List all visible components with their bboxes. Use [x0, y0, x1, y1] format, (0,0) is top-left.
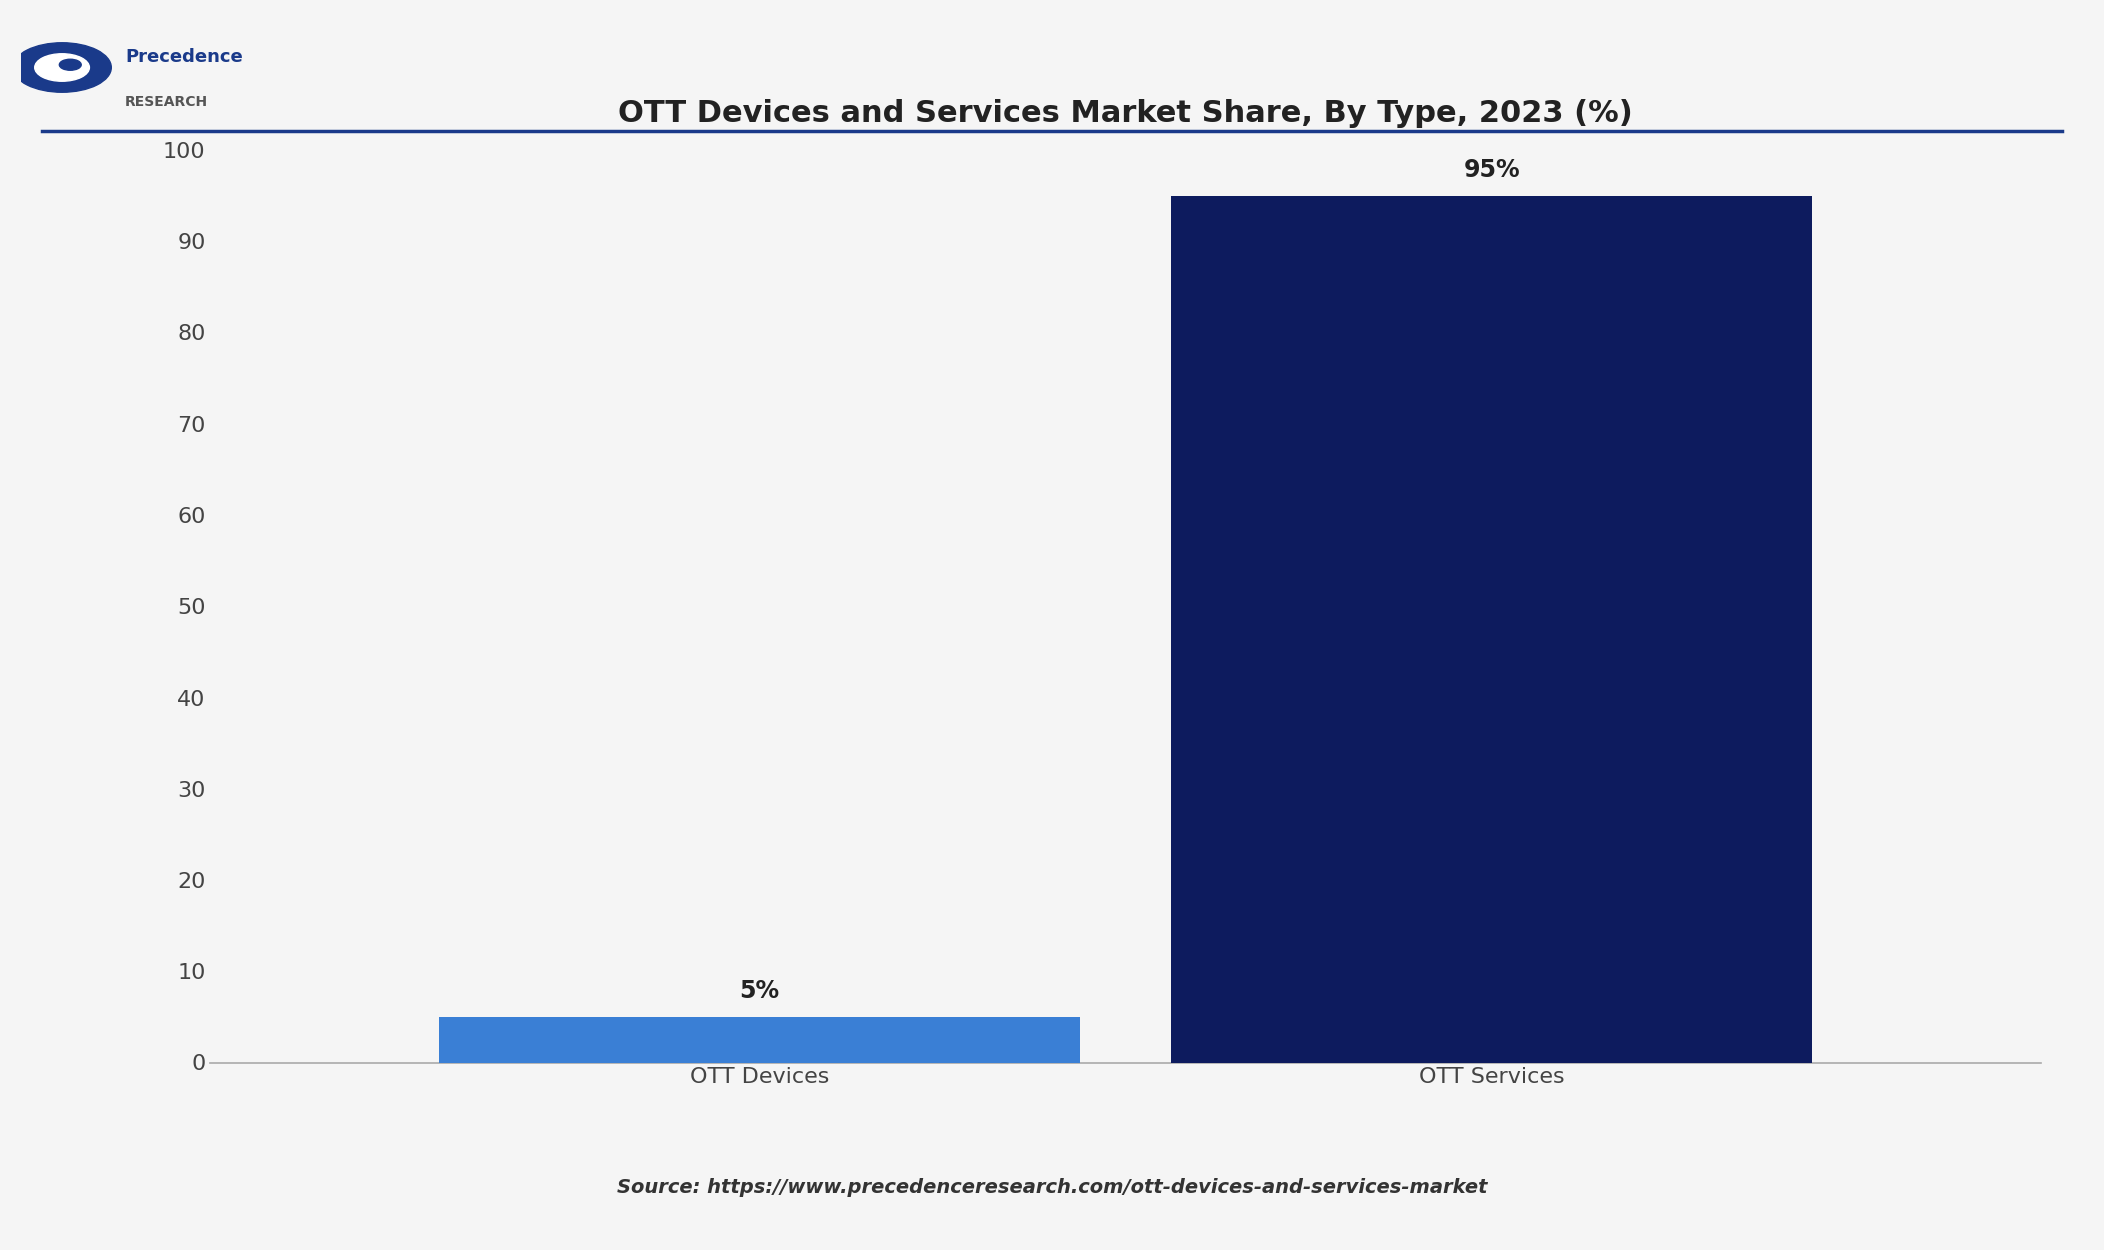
Title: OTT Devices and Services Market Share, By Type, 2023 (%): OTT Devices and Services Market Share, B… — [619, 99, 1633, 129]
Circle shape — [13, 42, 112, 92]
Text: RESEARCH: RESEARCH — [124, 95, 208, 109]
Text: 95%: 95% — [1464, 158, 1519, 182]
Circle shape — [34, 54, 90, 81]
Text: Precedence: Precedence — [124, 48, 242, 65]
Text: 5%: 5% — [739, 979, 781, 1004]
Circle shape — [59, 59, 82, 70]
Bar — [440, 1017, 1079, 1062]
Bar — [1172, 195, 1812, 1062]
Text: Source: https://www.precedenceresearch.com/ott-devices-and-services-market: Source: https://www.precedenceresearch.c… — [616, 1178, 1488, 1198]
